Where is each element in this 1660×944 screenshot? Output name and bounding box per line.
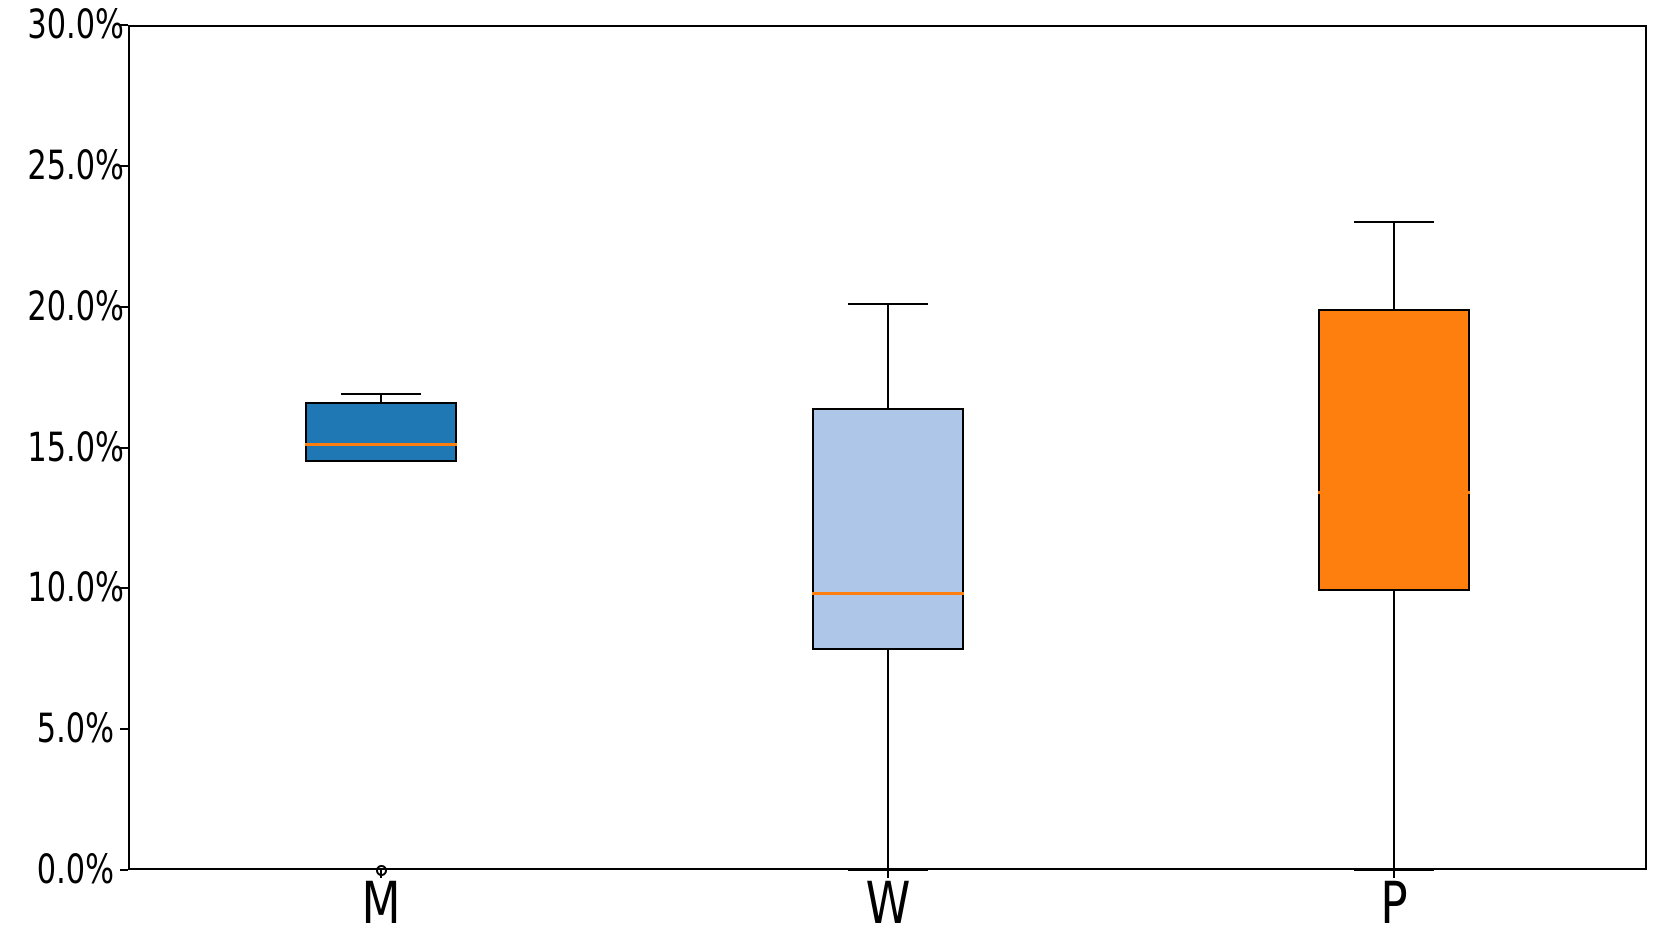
x-axis-tick-mark bbox=[1392, 870, 1395, 878]
whisker-upper-line-M bbox=[380, 393, 383, 403]
y-axis-tick-mark bbox=[120, 164, 128, 167]
median-line-M bbox=[305, 443, 458, 447]
y-axis-tick-mark bbox=[120, 728, 128, 731]
outlier-flier-M bbox=[375, 864, 387, 876]
whisker-upper-line-W bbox=[886, 303, 889, 409]
whisker-lower-line-W bbox=[886, 650, 889, 870]
whisker-upper-line-P bbox=[1392, 222, 1395, 310]
whisker-lower-line-P bbox=[1392, 591, 1395, 870]
x-axis-tick-label-W: W bbox=[865, 869, 910, 937]
whisker-upper-cap-M bbox=[341, 392, 422, 395]
box-M bbox=[305, 402, 458, 462]
y-axis-tick-mark bbox=[120, 305, 128, 308]
y-axis-tick-label: 20.0% bbox=[27, 283, 124, 330]
whisker-lower-cap-W bbox=[847, 869, 928, 871]
y-axis-tick-mark bbox=[120, 869, 128, 871]
median-line-P bbox=[1317, 491, 1470, 495]
box-P bbox=[1317, 309, 1470, 592]
y-axis-tick-mark bbox=[120, 24, 128, 26]
whisker-upper-cap-W bbox=[847, 302, 928, 305]
whisker-upper-cap-P bbox=[1353, 221, 1434, 224]
y-axis-tick-mark bbox=[120, 446, 128, 449]
x-axis-tick-mark bbox=[886, 870, 889, 878]
y-axis-tick-label: 25.0% bbox=[27, 142, 124, 189]
median-line-W bbox=[811, 592, 964, 596]
y-axis-tick-label: 15.0% bbox=[27, 424, 124, 471]
x-axis-tick-label-P: P bbox=[1380, 869, 1408, 937]
y-axis-tick-label: 30.0% bbox=[27, 2, 124, 48]
y-axis-tick-label: 5.0% bbox=[36, 706, 114, 753]
y-axis-tick-label: 10.0% bbox=[27, 565, 124, 612]
whisker-lower-cap-P bbox=[1353, 869, 1434, 871]
y-axis-tick-mark bbox=[120, 587, 128, 590]
y-axis-tick-label: 0.0% bbox=[36, 847, 114, 893]
box-W bbox=[811, 408, 964, 651]
x-axis-tick-label-M: M bbox=[361, 869, 401, 937]
